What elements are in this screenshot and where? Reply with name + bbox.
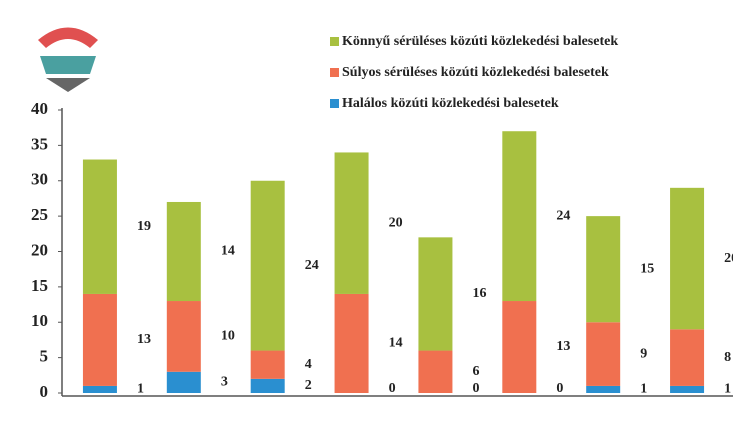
data-label: 20 (724, 251, 733, 266)
y-tick-label: 40 (31, 99, 48, 118)
y-tick-label: 5 (40, 347, 49, 366)
data-label: 15 (640, 261, 654, 276)
data-label: 24 (305, 258, 319, 273)
legend-label: Könnyű sérüléses közúti közlekedési bale… (342, 34, 618, 49)
data-label: 8 (724, 350, 731, 365)
data-label: 0 (389, 381, 396, 396)
bar-segment (250, 350, 285, 379)
y-tick-label: 35 (31, 134, 48, 153)
bar-segment (166, 371, 201, 393)
y-tick-label: 10 (31, 311, 48, 330)
legend-swatch (330, 68, 339, 77)
data-label: 13 (137, 332, 151, 347)
legend-label: Halálos közúti közlekedési balesetek (342, 96, 559, 111)
bar-segment (82, 159, 117, 294)
legend-swatch (330, 99, 339, 108)
data-label: 2 (305, 378, 312, 393)
data-label: 10 (221, 329, 235, 344)
bar-segment (586, 216, 621, 323)
bar-segment (670, 385, 705, 393)
data-label: 1 (724, 382, 731, 397)
data-label: 1 (137, 382, 144, 397)
legend-swatch (330, 37, 339, 46)
bar-segment (586, 322, 621, 386)
data-label: 3 (221, 375, 228, 390)
y-tick-label: 20 (31, 240, 48, 259)
bar-segment (502, 131, 537, 302)
legend-label: Súlyos sérüléses közúti közlekedési bale… (342, 65, 609, 80)
data-label: 9 (640, 346, 647, 361)
bar-segment (502, 301, 537, 393)
bar-segment (250, 180, 285, 351)
bar-segment (418, 350, 453, 393)
bar-segment (82, 293, 117, 386)
bar-segment (166, 201, 201, 302)
logo (38, 27, 98, 92)
y-tick-label: 0 (40, 382, 49, 401)
bar-segment (334, 152, 369, 294)
y-tick-label: 30 (31, 170, 48, 189)
data-label: 1 (640, 382, 647, 397)
data-label: 4 (305, 357, 312, 372)
data-label: 6 (472, 364, 479, 379)
bar-segment (166, 301, 201, 372)
y-tick-label: 15 (31, 276, 48, 295)
data-label: 19 (137, 219, 151, 234)
data-label: 13 (556, 339, 570, 354)
bar-segment (670, 187, 705, 330)
y-tick-label: 25 (31, 205, 48, 224)
data-label: 0 (556, 381, 563, 396)
data-label: 0 (472, 381, 479, 396)
bar-segment (670, 329, 705, 386)
data-label: 14 (389, 336, 403, 351)
data-label: 20 (389, 215, 403, 230)
data-label: 24 (556, 208, 570, 223)
bar-segment (334, 293, 369, 393)
bar-segment (586, 385, 621, 393)
bar-segment (418, 237, 453, 351)
data-label: 14 (221, 244, 235, 259)
bar-segment (250, 378, 285, 393)
data-label: 16 (472, 286, 486, 301)
bar-segment (82, 385, 117, 393)
